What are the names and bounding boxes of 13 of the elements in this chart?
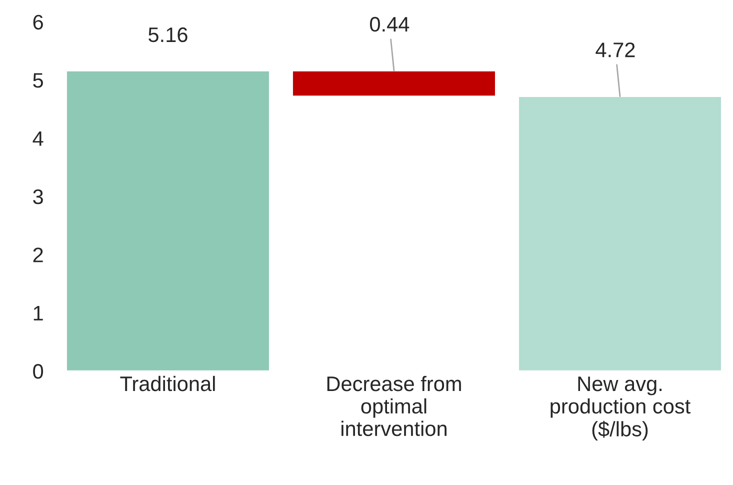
data-label: 4.72	[596, 42, 635, 58]
x-tick-label: Traditional	[120, 376, 215, 392]
y-tick-label: 0	[33, 364, 44, 379]
y-tick-label: 4	[32, 131, 44, 146]
y-tick-label: 6	[33, 14, 43, 30]
y-tick-label: 1	[34, 306, 43, 320]
y-tick-label: 5	[33, 73, 43, 88]
y-tick-label: 2	[33, 248, 43, 262]
x-tick-label: Decrease from optimal intervention	[327, 376, 461, 436]
x-tick-label: New avg. production cost ($/lbs)	[550, 376, 690, 441]
y-tick-label: 3	[33, 189, 43, 204]
data-label: 0.44	[370, 16, 410, 32]
data-label: 5.16	[148, 27, 188, 42]
